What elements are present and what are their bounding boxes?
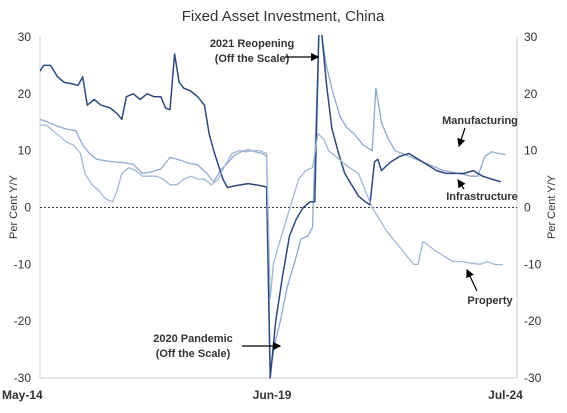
y-tick-label-left: -10 [14, 257, 32, 271]
y-axis-label-right: Per Cent Y/Y [546, 174, 558, 239]
y-tick-label-left: -20 [14, 314, 32, 328]
property-arrow [466, 268, 478, 292]
y-tick-label-right: -10 [524, 257, 542, 271]
y-tick-label-left: 20 [18, 87, 32, 101]
series-line-infrastructure [40, 35, 502, 379]
x-tick-label: Jul-24 [488, 388, 523, 402]
series-line-manufacturing [40, 35, 506, 373]
infrastructure-annotation: Infrastructure [446, 179, 518, 203]
y-tick-label-right: 20 [524, 87, 538, 101]
infrastructure-arrow [457, 179, 466, 190]
y-axis-label-left: Per Cent Y/Y [8, 174, 20, 239]
y-tick-label-left: 0 [24, 201, 31, 215]
pandemic-label-line1: 2020 Pandemic [153, 333, 233, 345]
y-tick-label-right: 10 [524, 144, 538, 158]
x-tick-label: Jun-19 [253, 388, 292, 402]
reopening-label-line1: 2021 Reopening [210, 38, 294, 50]
y-tick-label-right: -20 [524, 314, 542, 328]
y-tick-label-right: 30 [524, 30, 538, 44]
chart-title: Fixed Asset Investment, China [182, 8, 385, 25]
y-tick-label-right: 0 [524, 201, 531, 215]
infrastructure-label: Infrastructure [446, 191, 518, 203]
y-tick-label-left: -30 [14, 371, 32, 385]
x-tick-label: May-14 [2, 388, 43, 402]
property-label: Property [467, 295, 513, 307]
y-tick-label-right: -30 [524, 371, 542, 385]
y-tick-label-left: 30 [18, 30, 32, 44]
series-line-property [40, 124, 504, 300]
pandemic-label-line2: (Off the Scale) [156, 348, 231, 360]
reopening-label-line2: (Off the Scale) [215, 53, 290, 65]
pandemic-annotation: 2020 Pandemic (Off the Scale) [153, 333, 282, 360]
manufacturing-label: Manufacturing [442, 115, 518, 127]
property-annotation: Property [466, 268, 513, 307]
manufacturing-annotation: Manufacturing [442, 115, 518, 148]
reopening-annotation: 2021 Reopening (Off the Scale) [210, 38, 320, 65]
manufacturing-arrow [457, 127, 466, 148]
y-tick-label-left: 10 [18, 144, 32, 158]
